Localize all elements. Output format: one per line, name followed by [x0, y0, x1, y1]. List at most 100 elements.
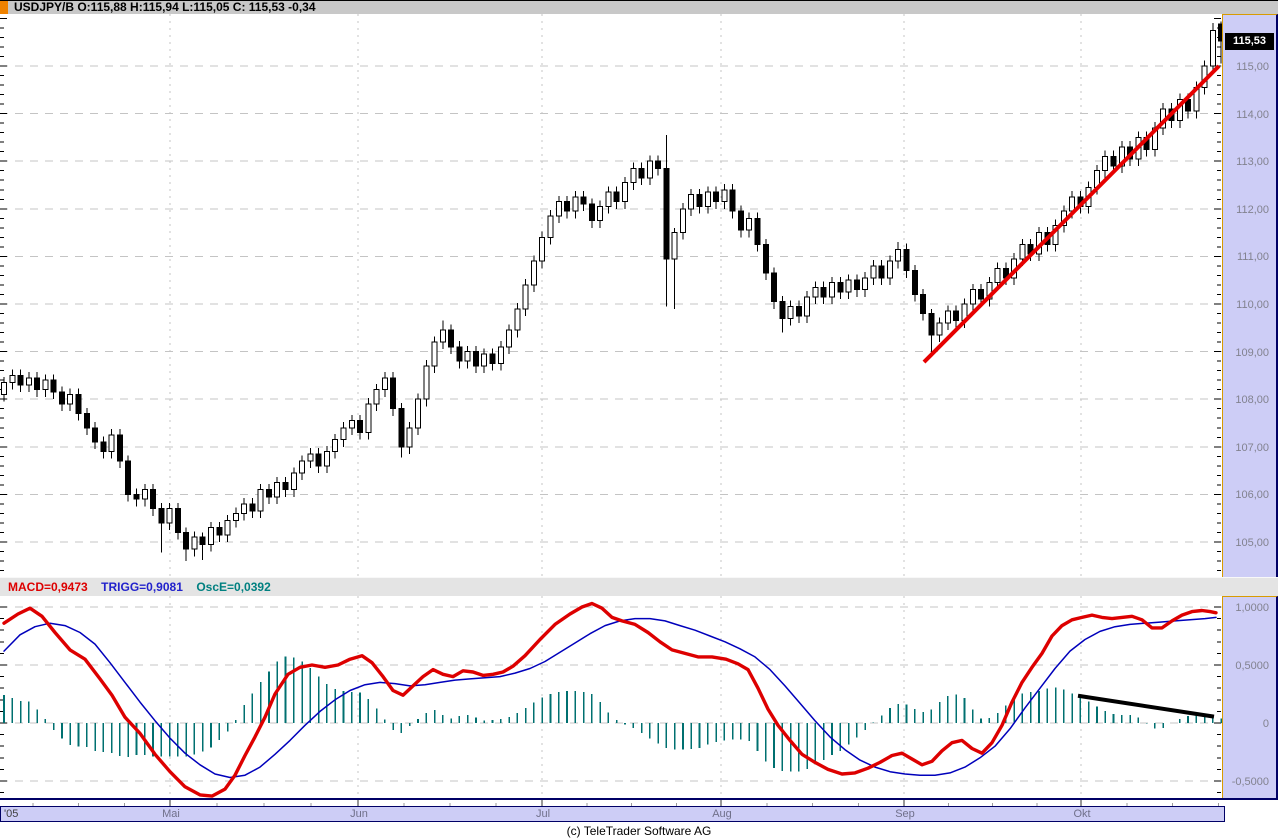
candle-body [199, 536, 206, 545]
candle-body [398, 408, 405, 448]
osce-value-label: OscE=0,0392 [196, 580, 271, 594]
candle-body [829, 282, 835, 298]
candle-body [208, 527, 214, 545]
candle-body [663, 167, 670, 260]
candle-body [348, 420, 355, 429]
candle-body [572, 196, 579, 212]
price-tick-label: 112,00 [1236, 203, 1269, 216]
price-tick-label: 110,00 [1236, 299, 1269, 311]
month-label-aug: Aug [712, 808, 732, 820]
candle-body [17, 374, 24, 386]
macd-value-axis[interactable]: 1,0000 0,5000 0 -0,5000 [1222, 596, 1278, 798]
time-axis-ticks [32, 800, 1219, 806]
candle-body [257, 489, 264, 512]
candle-body [704, 191, 711, 207]
candle-body [232, 512, 239, 522]
candle-body [978, 289, 985, 300]
candle-body [373, 389, 380, 405]
candle-body [83, 412, 90, 429]
candle-body [92, 427, 99, 443]
candle-body [249, 503, 256, 512]
candle-body [911, 270, 918, 295]
month-label-jun: Jun [350, 808, 368, 820]
candle-body [779, 301, 786, 319]
candle-body [564, 201, 571, 212]
trigger-line [3, 616, 1217, 779]
macd-indicator-canvas[interactable] [0, 596, 1222, 798]
candle-body [622, 182, 628, 203]
uptrend-line[interactable] [922, 64, 1221, 364]
candle-body [886, 260, 893, 279]
month-label-mai: Mai [162, 808, 180, 820]
candle-body [771, 272, 778, 303]
candle-body [75, 393, 82, 414]
candle-body [655, 160, 662, 169]
osce-downtrend-line[interactable] [1077, 693, 1215, 719]
price-tick-label: 108,00 [1235, 394, 1269, 407]
trigg-value-label: TRIGG=0,9081 [101, 580, 183, 594]
price-tick-label: 105,00 [1235, 537, 1269, 549]
price-tick-label: 113,00 [1236, 156, 1269, 169]
time-axis[interactable]: '05 Mai Jun Jul Aug Sep Okt [0, 806, 1225, 822]
candle-body [862, 277, 869, 291]
candle-body [903, 248, 910, 272]
candle-body [754, 217, 761, 246]
candle-body [481, 353, 488, 367]
candle-body [150, 489, 157, 510]
candle-body [34, 377, 41, 391]
candle-body [224, 520, 231, 536]
candle-body [9, 374, 16, 384]
candle-body [853, 279, 860, 291]
candle-body [920, 293, 927, 315]
candle-body [25, 377, 32, 386]
candle-body [472, 351, 479, 367]
macd-tick-label: 0,5000 [1235, 660, 1269, 672]
candle-body [265, 489, 272, 498]
candle-body [597, 205, 604, 222]
candle-body [638, 167, 645, 179]
candle-body [307, 453, 314, 462]
candle-body [456, 346, 463, 362]
month-label-jul: Jul [535, 808, 551, 820]
candle-body [274, 482, 281, 498]
candle-body [100, 441, 107, 453]
candle-body [605, 191, 612, 207]
candlestick-chart-canvas[interactable] [0, 14, 1222, 577]
candle-body [340, 427, 347, 441]
candle-body [530, 260, 537, 286]
candle-body [241, 503, 248, 514]
candle-body [116, 434, 123, 462]
price-tick-label: 111,00 [1236, 251, 1269, 264]
candle-body [721, 189, 728, 203]
candle-body [936, 322, 943, 336]
candle-body [837, 282, 844, 293]
candle-body [183, 531, 190, 550]
candle-body [514, 308, 521, 331]
candle-body [804, 296, 811, 317]
candle-body [547, 215, 554, 238]
candle-body [729, 189, 736, 212]
candle-body [522, 284, 529, 310]
candle-body [506, 329, 513, 348]
candle-body [133, 493, 140, 500]
candle-body [42, 379, 49, 391]
candle-body [713, 191, 720, 203]
candle-body [125, 460, 132, 495]
macd-tick-label: 0 [1262, 718, 1269, 730]
candle-body [746, 217, 753, 231]
candle-body [464, 351, 471, 362]
candle-body [439, 329, 446, 343]
price-axis[interactable]: 115,00 114,00 113,00 112,00 111,00 110,00 109,… [1222, 14, 1278, 577]
window-top-border [0, 0, 1278, 1]
candle-body [431, 341, 438, 367]
candle-body [737, 210, 744, 231]
candle-body [762, 244, 769, 274]
candle-body [613, 191, 620, 203]
candle-body [994, 267, 1001, 284]
candle-body [588, 203, 595, 222]
candle-body [381, 377, 388, 391]
candle-body [787, 305, 794, 319]
candle-body [357, 420, 364, 434]
panel-bottom-border [0, 798, 1278, 800]
